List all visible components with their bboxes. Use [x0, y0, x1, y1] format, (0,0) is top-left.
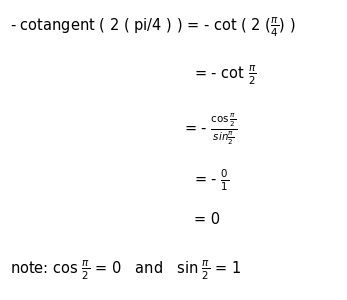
- Text: = 0: = 0: [194, 212, 220, 226]
- Text: note: cos $\frac{\pi}{2}$ = 0   and   sin $\frac{\pi}{2}$ = 1: note: cos $\frac{\pi}{2}$ = 0 and sin $\…: [10, 258, 242, 282]
- Text: = - $\frac{0}{1}$: = - $\frac{0}{1}$: [194, 167, 230, 193]
- Text: - cotangent ( 2 ( pi/4 ) ) = - cot ( 2 ($\frac{\pi}{4}$) ): - cotangent ( 2 ( pi/4 ) ) = - cot ( 2 (…: [10, 15, 296, 39]
- Text: = - $\frac{\cos\frac{\pi}{2}}{\mathit{sin}\frac{\pi}{2}}$: = - $\frac{\cos\frac{\pi}{2}}{\mathit{si…: [184, 111, 237, 147]
- Text: = - cot $\frac{\pi}{2}$: = - cot $\frac{\pi}{2}$: [194, 63, 257, 87]
